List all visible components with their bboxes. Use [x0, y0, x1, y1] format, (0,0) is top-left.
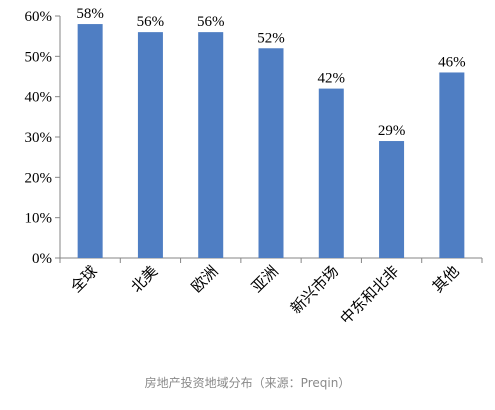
category-label: 其他 [429, 262, 463, 296]
bar [318, 88, 344, 258]
data-label: 58% [76, 6, 104, 22]
y-tick-label: 40% [25, 90, 53, 106]
bar [198, 32, 224, 259]
chart-caption: 房地产投资地域分布（来源：Preqin） [144, 376, 351, 390]
bar [137, 32, 163, 259]
category-label: 欧洲 [188, 262, 222, 296]
y-tick-label: 50% [25, 49, 53, 65]
data-label: 52% [257, 30, 285, 46]
y-tick-label: 20% [25, 170, 53, 186]
y-tick-label: 60% [25, 9, 53, 25]
bar [258, 48, 284, 259]
bar [77, 24, 103, 258]
data-label: 56% [137, 14, 165, 30]
y-tick-label: 0% [32, 251, 52, 267]
data-label: 29% [378, 123, 406, 139]
y-tick-label: 10% [25, 211, 53, 227]
bar [379, 141, 405, 258]
y-tick-label: 30% [25, 130, 53, 146]
category-label: 新兴市场 [287, 262, 342, 317]
data-label: 56% [197, 14, 225, 30]
data-label: 42% [318, 71, 346, 87]
data-label: 46% [438, 54, 466, 70]
bar [439, 72, 465, 258]
category-label: 北美 [127, 262, 161, 296]
category-label: 全球 [67, 262, 101, 296]
category-label: 亚洲 [248, 262, 282, 296]
category-label: 中东和北非 [337, 262, 403, 328]
